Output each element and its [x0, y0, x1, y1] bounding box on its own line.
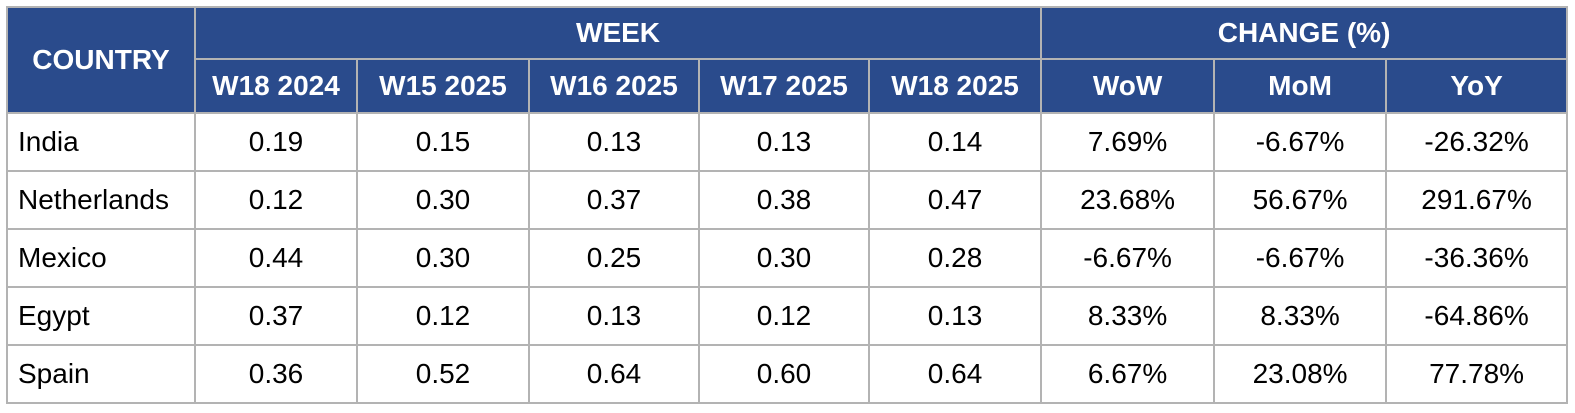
change-value-cell: 6.67% — [1040, 344, 1216, 404]
week-value-cell: 0.13 — [528, 286, 700, 346]
sub-header-row: W18 2024 W15 2025 W16 2025 W17 2025 W18 2025… — [7, 58, 1569, 114]
change-value-cell: 56.67% — [1213, 170, 1388, 230]
column-header-change-yoy: YoY — [1385, 58, 1569, 114]
table-row-india: India 0.19 0.15 0.13 0.13 0.14 7.69% -6.67% -26.… — [6, 112, 1569, 172]
week-value-cell: 0.12 — [356, 286, 530, 346]
week-value-cell: 0.38 — [698, 170, 870, 230]
week-value-cell: 0.47 — [867, 170, 1043, 230]
column-header-change-wow: WoW — [1040, 58, 1216, 114]
week-value-cell: 0.36 — [194, 344, 358, 404]
column-header-week-1: W15 2025 — [356, 58, 530, 114]
week-value-cell: 0.13 — [867, 286, 1043, 346]
change-value-cell: 7.69% — [1040, 112, 1216, 172]
country-cell: India — [6, 112, 196, 172]
country-cell: Netherlands — [6, 170, 196, 230]
week-value-cell: 0.14 — [867, 112, 1043, 172]
weekly-price-table-container: COUNTRY WEEK CHANGE (%) W18 2024 W15 2025… — [6, 6, 1569, 404]
table-header: COUNTRY WEEK CHANGE (%) W18 2024 W15 2025… — [6, 6, 1569, 114]
country-cell: Spain — [6, 344, 196, 404]
week-value-cell: 0.64 — [528, 344, 700, 404]
change-value-cell: -6.67% — [1213, 112, 1388, 172]
week-value-cell: 0.25 — [528, 228, 700, 288]
week-value-cell: 0.12 — [194, 170, 358, 230]
week-value-cell: 0.30 — [356, 170, 530, 230]
week-value-cell: 0.60 — [698, 344, 870, 404]
change-value-cell: 291.67% — [1385, 170, 1569, 230]
change-value-cell: 77.78% — [1385, 344, 1569, 404]
column-header-change-mom: MoM — [1213, 58, 1388, 114]
column-header-country: COUNTRY — [6, 6, 196, 114]
change-value-cell: -6.67% — [1040, 228, 1216, 288]
table-row-netherlands: Netherlands 0.12 0.30 0.37 0.38 0.47 23.68% 56.… — [6, 170, 1569, 230]
week-value-cell: 0.15 — [356, 112, 530, 172]
week-value-cell: 0.37 — [194, 286, 358, 346]
week-value-cell: 0.37 — [528, 170, 700, 230]
change-value-cell: -36.36% — [1385, 228, 1569, 288]
country-cell: Mexico — [6, 228, 196, 288]
group-header-week: WEEK — [193, 6, 1043, 60]
table-row-spain: Spain 0.36 0.52 0.64 0.60 0.64 6.67% 23.08% 77.7… — [6, 344, 1569, 404]
week-value-cell: 0.12 — [698, 286, 870, 346]
change-value-cell: 23.08% — [1213, 344, 1388, 404]
week-value-cell: 0.30 — [698, 228, 870, 288]
change-value-cell: -64.86% — [1385, 286, 1569, 346]
column-header-week-0: W18 2024 — [194, 58, 358, 114]
week-value-cell: 0.13 — [698, 112, 870, 172]
weekly-price-table: COUNTRY WEEK CHANGE (%) W18 2024 W15 2025… — [6, 6, 1569, 404]
change-value-cell: 8.33% — [1213, 286, 1388, 346]
change-value-cell: -6.67% — [1213, 228, 1388, 288]
week-value-cell: 0.30 — [356, 228, 530, 288]
column-header-week-2: W16 2025 — [528, 58, 700, 114]
week-value-cell: 0.28 — [867, 228, 1043, 288]
change-value-cell: 8.33% — [1040, 286, 1216, 346]
week-value-cell: 0.19 — [194, 112, 358, 172]
week-value-cell: 0.44 — [194, 228, 358, 288]
table-row-egypt: Egypt 0.37 0.12 0.13 0.12 0.13 8.33% 8.33% -64.8… — [6, 286, 1569, 346]
column-header-week-3: W17 2025 — [698, 58, 870, 114]
group-header-change-pct: CHANGE (%) — [1040, 6, 1569, 60]
column-header-week-4: W18 2025 — [867, 58, 1043, 114]
week-value-cell: 0.64 — [867, 344, 1043, 404]
week-value-cell: 0.52 — [356, 344, 530, 404]
table-row-mexico: Mexico 0.44 0.30 0.25 0.30 0.28 -6.67% -6.67% -3… — [6, 228, 1569, 288]
change-value-cell: 23.68% — [1040, 170, 1216, 230]
table-body: India 0.19 0.15 0.13 0.13 0.14 7.69% -6.67% -26.… — [6, 112, 1569, 404]
week-value-cell: 0.13 — [528, 112, 700, 172]
group-header-row: COUNTRY WEEK CHANGE (%) — [6, 6, 1569, 114]
country-cell: Egypt — [6, 286, 196, 346]
change-value-cell: -26.32% — [1385, 112, 1569, 172]
